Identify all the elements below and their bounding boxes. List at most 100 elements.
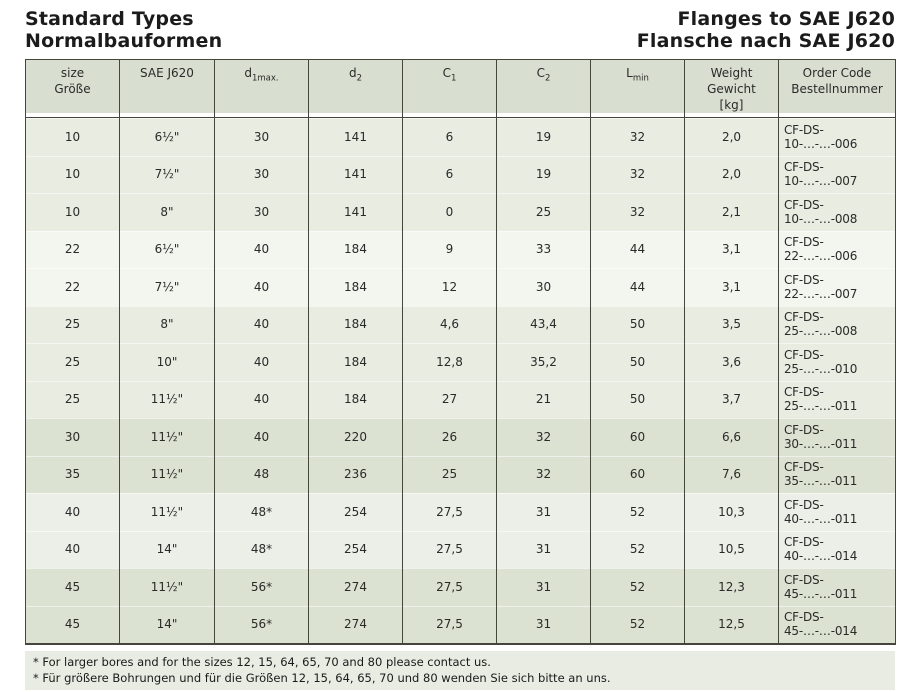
cell-d2: 254 — [308, 493, 403, 531]
cell-lmin: 60 — [590, 418, 685, 456]
cell-sae-j620: 11½" — [119, 493, 215, 531]
cell-lmin: 44 — [590, 268, 685, 306]
cell-c2: 19 — [496, 117, 591, 156]
cell-c1: 27 — [402, 380, 497, 418]
cell-size: 40 — [25, 530, 120, 568]
cell-d2: 236 — [308, 455, 403, 493]
column-header-d2: d2 — [308, 59, 403, 118]
cell-d1max: 56* — [214, 605, 309, 645]
cell-size: 10 — [25, 193, 120, 231]
cell-sae-j620: 7½" — [119, 268, 215, 306]
subtitle-english: Flanges to SAE J620 — [677, 8, 895, 30]
cell-sae-j620: 11½" — [119, 380, 215, 418]
cell-d1max: 40 — [214, 380, 309, 418]
cell-c2: 31 — [496, 530, 591, 568]
cell-size: 22 — [25, 268, 120, 306]
cell-c1: 9 — [402, 230, 497, 268]
cell-d2: 274 — [308, 568, 403, 606]
cell-weight: 2,0 — [684, 117, 779, 156]
table-row: 10 7½" 30 141 6 19 32 2,0 CF-DS-10-…-…-007 — [25, 155, 896, 193]
cell-weight: 2,0 — [684, 155, 779, 193]
cell-order-code: CF-DS-25-…-…-008 — [778, 305, 896, 343]
cell-lmin: 32 — [590, 193, 685, 231]
cell-sae-j620: 6½" — [119, 117, 215, 156]
table-row: 45 11½" 56* 274 27,5 31 52 12,3 CF-DS-45-…-…-011 — [25, 568, 896, 606]
cell-sae-j620: 10" — [119, 343, 215, 381]
cell-d2: 141 — [308, 117, 403, 156]
column-header-c1: C1 — [402, 59, 497, 118]
cell-lmin: 32 — [590, 117, 685, 156]
table-row: 25 8" 40 184 4,6 43,4 50 3,5 CF-DS-25-…-…-008 — [25, 305, 896, 343]
footnotes: * For larger bores and for the sizes 12,… — [25, 651, 895, 690]
cell-c2: 25 — [496, 193, 591, 231]
cell-d1max: 40 — [214, 230, 309, 268]
cell-sae-j620: 14" — [119, 530, 215, 568]
column-header-sae-j620: SAE J620 — [119, 59, 215, 118]
cell-d1max: 48* — [214, 493, 309, 531]
cell-d2: 141 — [308, 155, 403, 193]
title-left: Standard Types Normalbauformen — [25, 8, 222, 52]
cell-order-code: CF-DS-30-…-…-011 — [778, 418, 896, 456]
cell-lmin: 32 — [590, 155, 685, 193]
cell-c2: 31 — [496, 493, 591, 531]
cell-c2: 32 — [496, 418, 591, 456]
cell-d1max: 40 — [214, 305, 309, 343]
cell-c1: 12 — [402, 268, 497, 306]
cell-c1: 27,5 — [402, 568, 497, 606]
cell-order-code: CF-DS-10-…-…-008 — [778, 193, 896, 231]
cell-order-code: CF-DS-25-…-…-010 — [778, 343, 896, 381]
cell-d2: 184 — [308, 343, 403, 381]
page-header: Standard Types Normalbauformen Flanges t… — [25, 8, 895, 52]
cell-lmin: 50 — [590, 343, 685, 381]
cell-sae-j620: 7½" — [119, 155, 215, 193]
cell-sae-j620: 11½" — [119, 568, 215, 606]
cell-size: 35 — [25, 455, 120, 493]
cell-c2: 32 — [496, 455, 591, 493]
cell-c2: 31 — [496, 605, 591, 645]
cell-size: 30 — [25, 418, 120, 456]
cell-sae-j620: 8" — [119, 305, 215, 343]
cell-lmin: 44 — [590, 230, 685, 268]
cell-d2: 184 — [308, 380, 403, 418]
cell-lmin: 52 — [590, 568, 685, 606]
cell-c1: 12,8 — [402, 343, 497, 381]
column-header-weight: Weight Gewicht [kg] — [684, 59, 779, 118]
cell-c1: 0 — [402, 193, 497, 231]
cell-weight: 10,3 — [684, 493, 779, 531]
cell-d1max: 40 — [214, 418, 309, 456]
cell-d1max: 30 — [214, 193, 309, 231]
cell-c2: 21 — [496, 380, 591, 418]
cell-d1max: 30 — [214, 117, 309, 156]
cell-size: 10 — [25, 117, 120, 156]
cell-weight: 12,5 — [684, 605, 779, 645]
cell-c1: 26 — [402, 418, 497, 456]
column-header-d1max: d1max. — [214, 59, 309, 118]
cell-c1: 27,5 — [402, 605, 497, 645]
cell-order-code: CF-DS-45-…-…-011 — [778, 568, 896, 606]
cell-d1max: 56* — [214, 568, 309, 606]
cell-size: 40 — [25, 493, 120, 531]
cell-size: 22 — [25, 230, 120, 268]
cell-weight: 7,6 — [684, 455, 779, 493]
document-page: Standard Types Normalbauformen Flanges t… — [25, 8, 896, 690]
cell-size: 10 — [25, 155, 120, 193]
title-german: Normalbauformen — [25, 30, 223, 52]
cell-c1: 6 — [402, 155, 497, 193]
cell-c2: 30 — [496, 268, 591, 306]
cell-d2: 184 — [308, 230, 403, 268]
table-row: 22 6½" 40 184 9 33 44 3,1 CF-DS-22-…-…-006 — [25, 230, 896, 268]
footnote-german: * Für größere Bohrungen und für die Größ… — [33, 671, 611, 685]
header-row: size Größe SAE J620 d1max. d2 C1 C2 Lmin Weight G… — [25, 59, 896, 118]
flange-table: size Größe SAE J620 d1max. d2 C1 C2 Lmin Weight G… — [25, 59, 896, 645]
cell-weight: 3,6 — [684, 343, 779, 381]
cell-order-code: CF-DS-10-…-…-006 — [778, 117, 896, 156]
cell-d1max: 48 — [214, 455, 309, 493]
cell-c2: 35,2 — [496, 343, 591, 381]
cell-d2: 184 — [308, 268, 403, 306]
cell-d2: 220 — [308, 418, 403, 456]
footnote-english: * For larger bores and for the sizes 12,… — [33, 655, 491, 669]
cell-c2: 33 — [496, 230, 591, 268]
cell-order-code: CF-DS-22-…-…-007 — [778, 268, 896, 306]
cell-sae-j620: 11½" — [119, 418, 215, 456]
cell-c2: 43,4 — [496, 305, 591, 343]
